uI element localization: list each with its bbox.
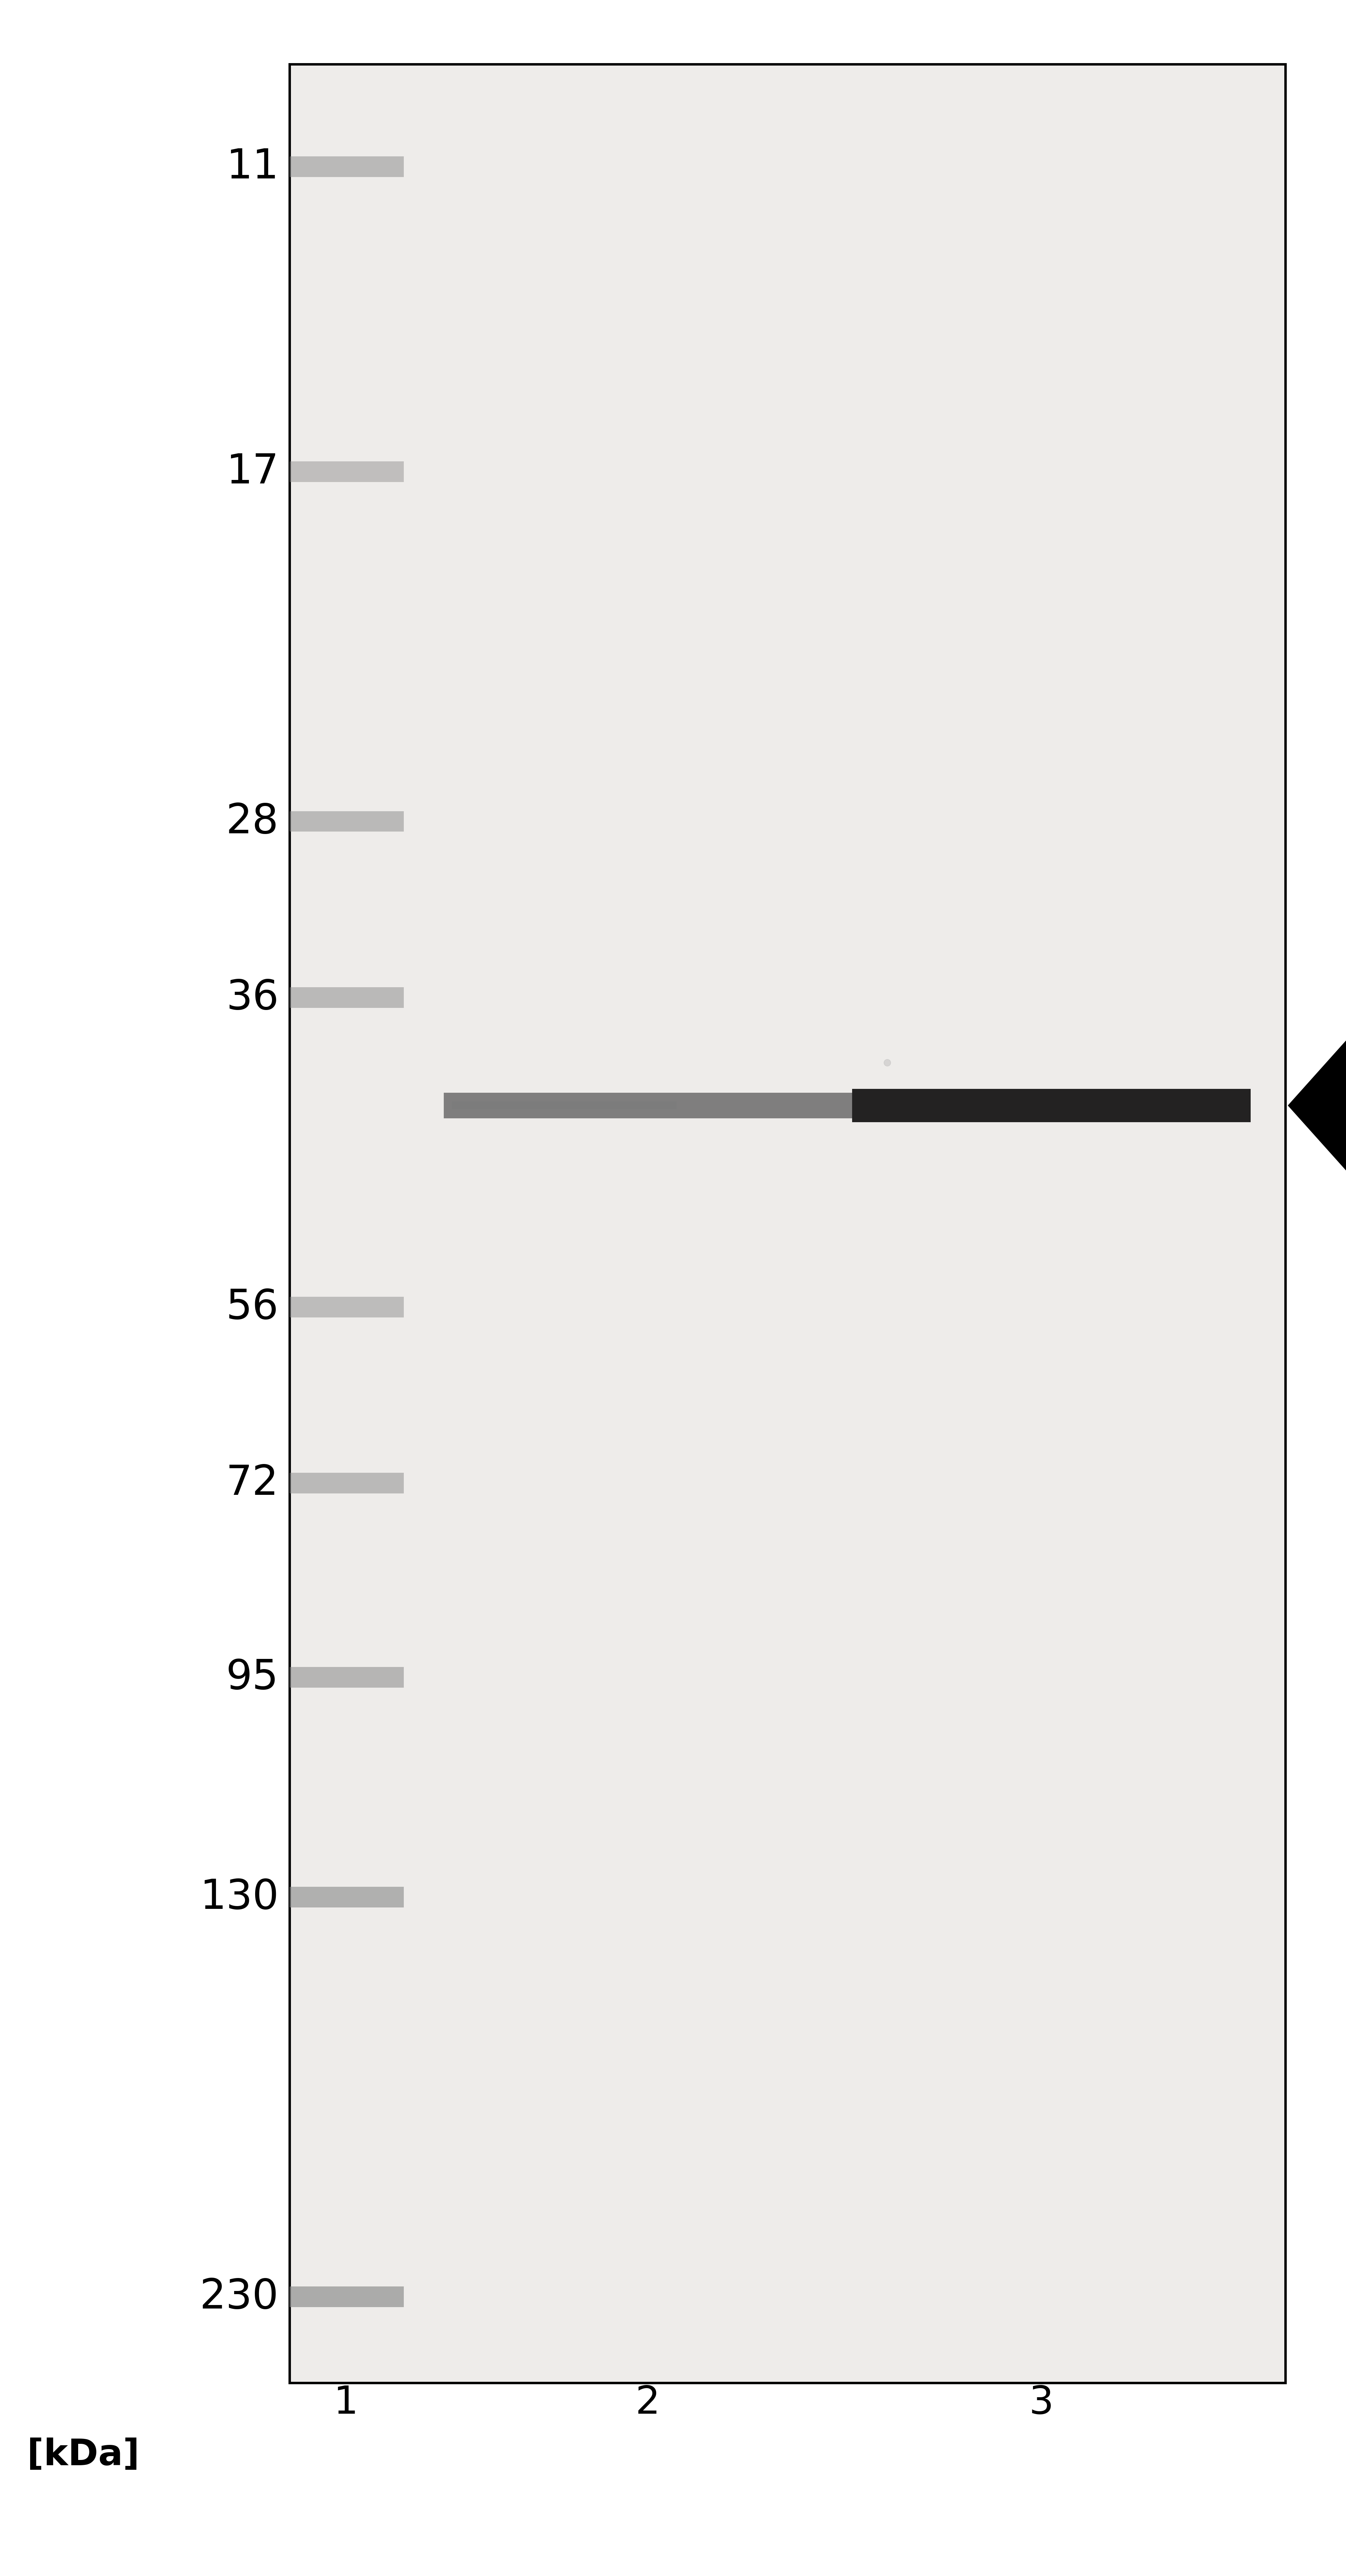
- Bar: [289, 1473, 404, 1494]
- Bar: [289, 987, 404, 1007]
- Bar: [289, 461, 404, 482]
- Bar: [289, 811, 404, 832]
- Text: 56: 56: [226, 1288, 279, 1327]
- Bar: [289, 64, 1285, 2383]
- Text: 72: 72: [226, 1463, 279, 1504]
- Bar: [289, 1886, 404, 1906]
- Text: [kDa]: [kDa]: [27, 2437, 140, 2473]
- Text: 28: 28: [226, 801, 279, 842]
- Bar: [444, 1092, 852, 1118]
- Text: 230: 230: [199, 2277, 279, 2316]
- Text: 36: 36: [226, 976, 279, 1018]
- Bar: [852, 1090, 1250, 1123]
- Bar: [289, 2287, 404, 2308]
- Text: 95: 95: [226, 1656, 279, 1698]
- Bar: [452, 1103, 677, 1110]
- Text: 130: 130: [199, 1878, 279, 1917]
- Bar: [289, 157, 404, 178]
- Text: 2: 2: [635, 2383, 661, 2421]
- Polygon shape: [1288, 1033, 1346, 1177]
- Bar: [289, 1296, 404, 1316]
- Text: 17: 17: [226, 451, 279, 492]
- Text: 1: 1: [334, 2383, 358, 2421]
- Text: 11: 11: [226, 147, 279, 188]
- Bar: [289, 1667, 404, 1687]
- Text: 3: 3: [1030, 2383, 1054, 2421]
